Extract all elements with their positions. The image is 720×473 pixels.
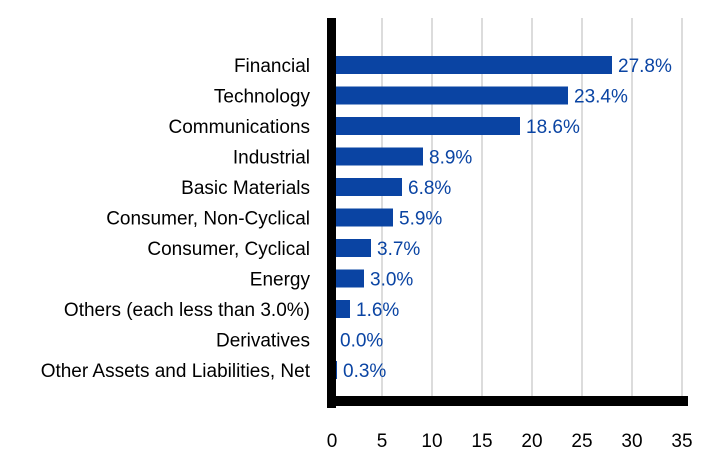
bar-6 <box>334 239 371 257</box>
bar-3 <box>334 147 423 166</box>
value-label-7: 3.0% <box>370 270 413 291</box>
bar-0 <box>334 56 612 74</box>
value-label-4: 6.8% <box>408 178 451 199</box>
category-label-1: Technology <box>214 87 311 108</box>
labels: Financial 27.8% Technology 23.4% Communicati… <box>41 56 693 452</box>
value-label-2: 18.6% <box>526 117 580 138</box>
axes <box>327 18 688 408</box>
bar-5 <box>334 208 393 227</box>
value-label-3: 8.9% <box>429 148 472 169</box>
bar-4 <box>334 178 402 196</box>
bar-7 <box>334 269 364 288</box>
x-tick-label-30: 30 <box>621 431 642 452</box>
x-tick-label-20: 20 <box>521 431 542 452</box>
x-tick-label-35: 35 <box>671 431 692 452</box>
category-label-4: Basic Materials <box>181 178 310 199</box>
value-label-8: 1.6% <box>356 300 399 321</box>
category-label-5: Consumer, Non-Cyclical <box>106 209 310 230</box>
bar-2 <box>334 117 520 135</box>
x-axis-line <box>327 396 688 406</box>
value-label-10: 0.3% <box>343 361 386 382</box>
category-label-7: Energy <box>250 270 311 291</box>
value-label-5: 5.9% <box>399 209 442 230</box>
x-tick-label-5: 5 <box>377 431 388 452</box>
grid-lines <box>381 18 683 404</box>
y-axis-line <box>327 18 336 408</box>
category-label-2: Communications <box>169 117 311 138</box>
category-label-3: Industrial <box>233 148 310 169</box>
category-label-8: Others (each less than 3.0%) <box>64 300 310 321</box>
value-label-1: 23.4% <box>574 87 628 108</box>
value-label-6: 3.7% <box>377 239 420 260</box>
bar-1 <box>334 86 568 105</box>
category-label-0: Financial <box>234 56 310 77</box>
category-label-10: Other Assets and Liabilities, Net <box>41 361 311 382</box>
value-label-0: 27.8% <box>618 56 672 77</box>
category-label-9: Derivatives <box>216 331 310 352</box>
bars <box>334 56 612 379</box>
bar-8 <box>334 300 350 318</box>
category-label-6: Consumer, Cyclical <box>147 239 310 260</box>
x-tick-label-15: 15 <box>471 431 492 452</box>
value-label-9: 0.0% <box>340 331 383 352</box>
x-tick-label-10: 10 <box>421 431 442 452</box>
x-tick-label-25: 25 <box>571 431 592 452</box>
x-tick-label-0: 0 <box>327 431 338 452</box>
